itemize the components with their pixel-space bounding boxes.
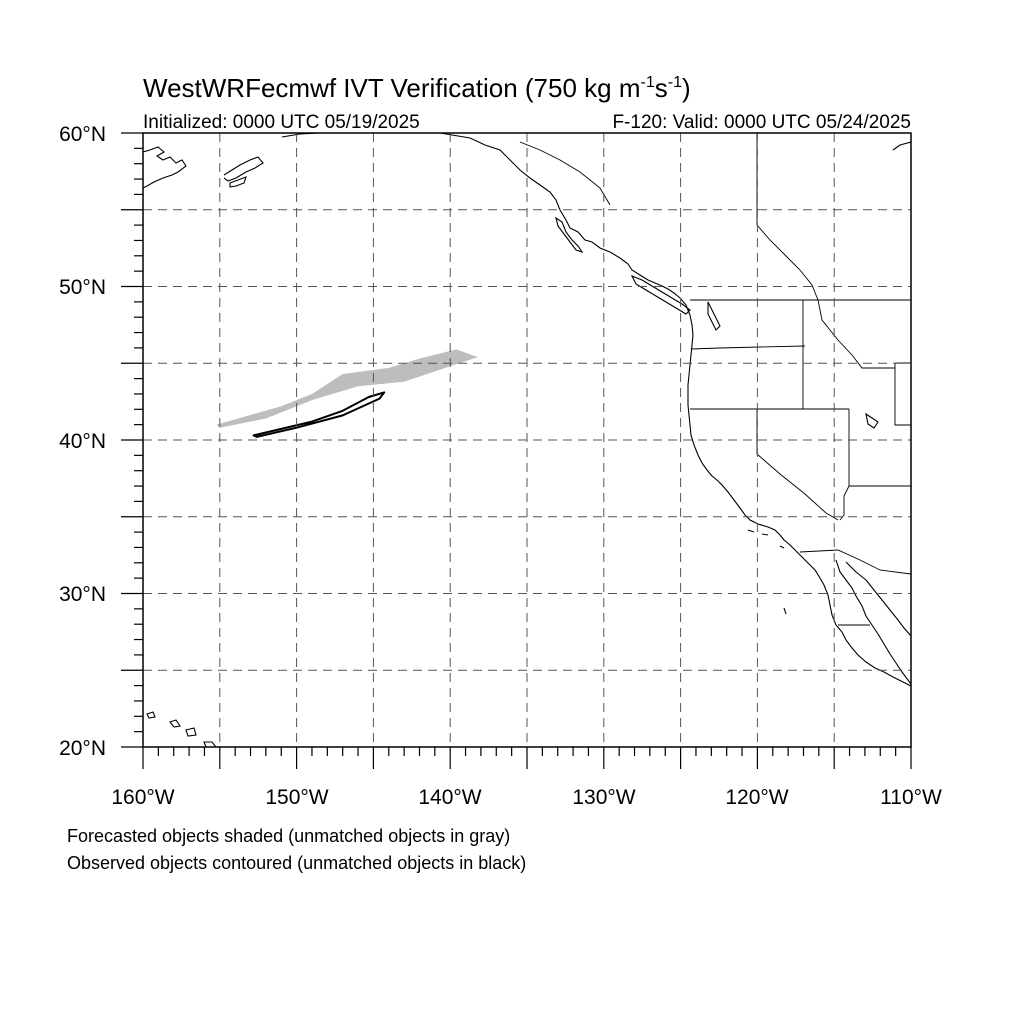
lon-label-120w: 120°W — [725, 786, 788, 809]
bc-alberta-border — [756, 133, 819, 301]
forecast-object-unmatched — [216, 349, 478, 428]
channel-islands — [747, 529, 785, 549]
gulf-of-california-coast — [835, 559, 911, 685]
utah-wyoming-border — [894, 362, 911, 426]
map-title: WestWRFecmwf IVT Verification (750 kg m-… — [143, 73, 691, 103]
kenai-coast — [223, 156, 264, 182]
us-mexico-border — [799, 549, 911, 575]
guadalupe-island — [783, 607, 787, 615]
alaska-bc-border — [519, 141, 611, 206]
legend-observed-note: Observed objects contoured (unmatched ob… — [67, 853, 526, 873]
mainland-mexico-coast — [845, 561, 911, 637]
lat-label-60: 60°N — [59, 123, 106, 146]
valid-time: F-120: Valid: 0000 UTC 05/24/2025 — [612, 112, 911, 133]
kodiak-island — [229, 176, 247, 188]
lon-label-160w: 160°W — [111, 786, 174, 809]
lat-label-30: 30°N — [59, 583, 106, 606]
vancouver-island — [630, 274, 691, 315]
great-salt-lake — [865, 412, 879, 429]
washington-oregon-border — [690, 345, 806, 350]
california-nevada-border — [756, 409, 839, 521]
alaska-coast — [143, 146, 187, 189]
lat-label-20: 20°N — [59, 737, 106, 760]
political-borders — [519, 133, 911, 626]
legend-forecast-note: Forecasted objects shaded (unmatched obj… — [67, 826, 510, 846]
initialized-time: Initialized: 0000 UTC 05/19/2025 — [143, 112, 420, 133]
haida-gwaii — [555, 216, 584, 254]
lon-label-140w: 140°W — [418, 786, 481, 809]
lat-label-50: 50°N — [59, 276, 106, 299]
ivt-objects — [216, 349, 478, 438]
hawaii-maui — [185, 727, 197, 737]
gulf-of-alaska-coast — [281, 133, 911, 687]
lat-label-40: 40°N — [59, 430, 106, 453]
coastlines — [143, 133, 911, 747]
observed-object-unmatched — [252, 391, 386, 438]
nevada-arizona-border — [839, 485, 850, 521]
lon-label-110w: 110°W — [880, 786, 942, 809]
longitude-labels: 160°W 150°W 140°W 130°W 120°W 110°W — [111, 786, 942, 809]
lon-label-150w: 150°W — [265, 786, 328, 809]
lon-label-130w: 130°W — [572, 786, 635, 809]
puget-sound — [707, 301, 721, 331]
axis-ticks — [121, 132, 912, 769]
lat-lon-grid — [143, 133, 911, 747]
hawaii-big-island — [203, 741, 217, 747]
hawaii-kauai — [146, 711, 156, 719]
hawaii-oahu — [169, 719, 181, 728]
hudson-coast — [892, 141, 911, 151]
idaho-montana-border — [817, 299, 895, 369]
latitude-labels: 60°N 50°N 40°N 30°N 20°N — [59, 123, 106, 760]
